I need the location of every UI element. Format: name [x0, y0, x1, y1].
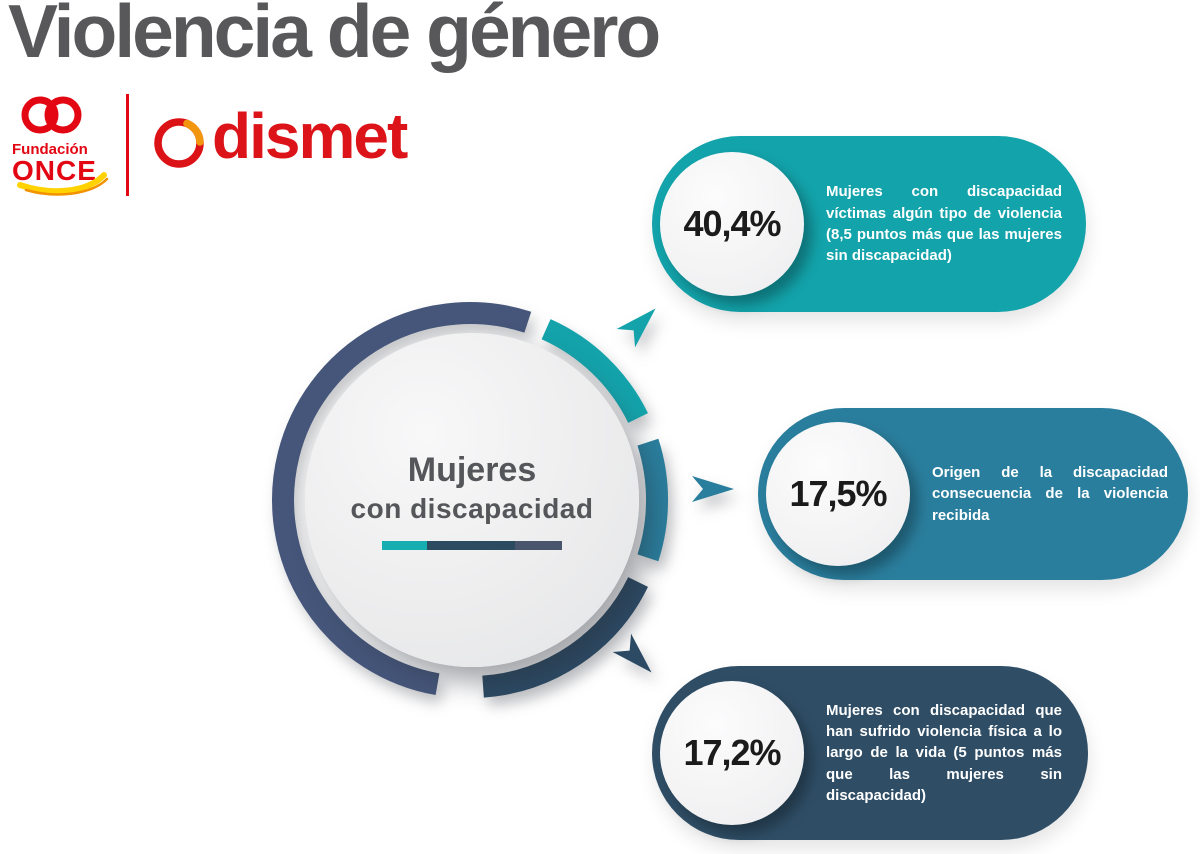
stat-description: Mujeres con discapacidad víctimas algún … — [826, 183, 1062, 265]
bar-segment-darkteal — [427, 541, 516, 551]
center-label-line2: con discapacidad — [350, 492, 594, 524]
dismet-text: dismet — [212, 100, 408, 172]
once-swoosh-icon — [17, 172, 109, 196]
center-ring — [272, 302, 734, 698]
bar-segment-teal — [382, 541, 427, 551]
brand-divider — [126, 94, 129, 196]
center-circle: Mujeres con discapacidad — [305, 333, 639, 667]
ring-segment-blue — [637, 438, 668, 562]
arrow-icon-bottom — [612, 633, 652, 673]
ring-segment-slate — [272, 302, 532, 696]
bar-segment-slate — [515, 541, 562, 551]
once-rings-icon — [21, 96, 82, 134]
center-progress-bar — [382, 541, 562, 551]
stat-pill-physical-violence: 17,2% Mujeres con discapacidad que han s… — [652, 666, 1088, 840]
stat-description: Mujeres con discapacidad que han sufrido… — [826, 701, 1062, 804]
stat-pill-disability-origin: 17,5% Origen de la discapacidad consecue… — [758, 408, 1188, 580]
stat-value-circle: 40,4% — [660, 152, 804, 296]
dismet-logo: dismet — [150, 100, 408, 174]
fundacion-once-logo: Fundación ONCE — [12, 96, 109, 196]
stat-description: Origen de la discapacidad consecuencia d… — [932, 464, 1168, 524]
stat-value: 40,4% — [683, 203, 781, 244]
arrow-icon-top — [616, 308, 656, 348]
center-label-line1: Mujeres — [407, 450, 537, 489]
stat-value: 17,2% — [683, 732, 781, 773]
ring-segment-navy — [482, 577, 648, 698]
stat-value-circle: 17,2% — [660, 681, 804, 825]
stat-value-circle: 17,5% — [766, 422, 910, 566]
dismet-o-icon — [154, 118, 204, 168]
arrow-icon-right — [692, 476, 734, 502]
page-title: Violencia de género — [8, 0, 661, 73]
once-text: ONCE — [12, 155, 97, 186]
stat-pill-violence-victims: 40,4% Mujeres con discapacidad víctimas … — [652, 136, 1086, 312]
ring-segment-teal — [541, 319, 648, 423]
stat-value: 17,5% — [789, 473, 887, 514]
fundacion-text: Fundación — [12, 141, 88, 158]
